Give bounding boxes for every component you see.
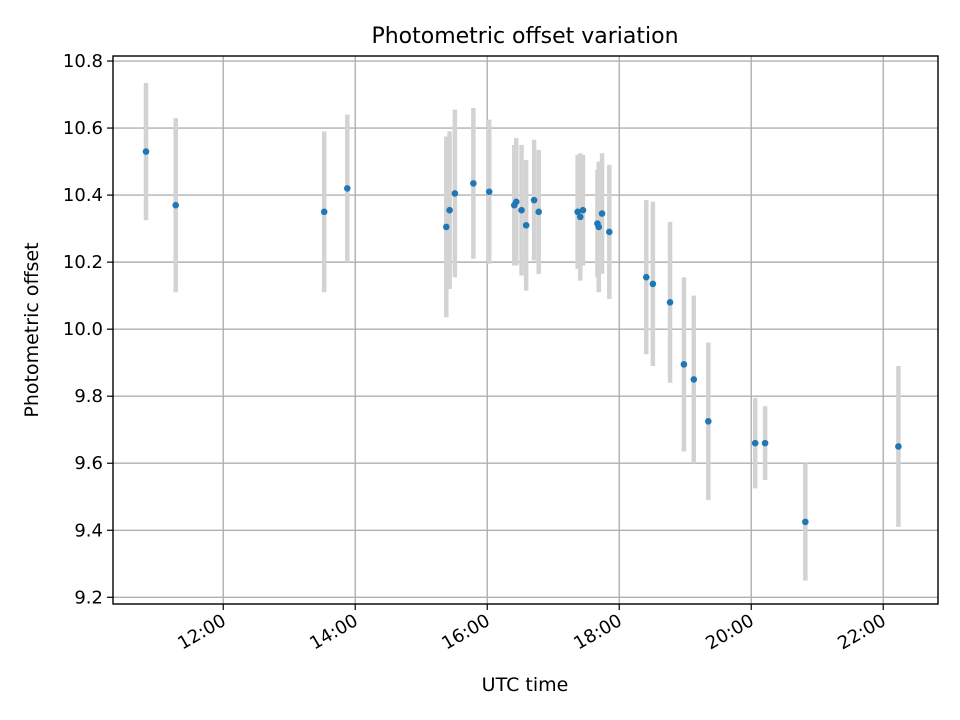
data-point xyxy=(680,361,688,368)
x-tick-label: 20:00 xyxy=(702,610,757,654)
y-axis-label: Photometric offset xyxy=(21,242,43,417)
data-point xyxy=(451,190,459,197)
y-axis: 9.2 9.4 9.6 9.8 10.0 10.2 10.4 10.6 10.8 xyxy=(63,51,113,608)
data-point xyxy=(642,273,650,281)
x-axis: 12:00 14:00 16:00 18:00 20:00 22:00 xyxy=(174,604,890,654)
data-points xyxy=(142,148,902,526)
error-bars xyxy=(143,82,901,581)
x-tick-label: 16:00 xyxy=(438,610,493,654)
data-point xyxy=(579,206,587,214)
data-point xyxy=(576,213,584,221)
data-point xyxy=(320,208,328,216)
data-point xyxy=(530,196,538,204)
data-point xyxy=(518,206,525,214)
data-point xyxy=(802,518,809,526)
y-tick-label: 10.4 xyxy=(63,185,103,206)
data-point xyxy=(895,443,902,450)
data-point xyxy=(172,201,179,209)
y-tick-label: 10.2 xyxy=(63,252,103,273)
data-point xyxy=(649,280,657,288)
x-axis-label: UTC time xyxy=(482,674,569,696)
x-tick-label: 12:00 xyxy=(174,610,229,654)
plot-frame xyxy=(112,55,939,605)
data-point xyxy=(761,439,769,447)
x-tick-label: 22:00 xyxy=(834,610,889,654)
data-point xyxy=(470,180,477,187)
data-point xyxy=(522,221,530,229)
data-point xyxy=(443,223,450,231)
y-tick-label: 9.8 xyxy=(74,386,103,407)
x-tick-label: 18:00 xyxy=(570,610,625,654)
data-point xyxy=(574,208,581,216)
y-tick-label: 9.6 xyxy=(74,453,103,474)
data-point xyxy=(595,223,603,231)
data-point xyxy=(598,210,606,217)
y-tick-label: 10.8 xyxy=(63,51,103,72)
data-point xyxy=(446,206,453,214)
data-point xyxy=(535,208,542,216)
data-point xyxy=(705,418,712,425)
x-tick-label: 14:00 xyxy=(306,610,361,654)
y-tick-label: 9.2 xyxy=(74,587,103,608)
data-point xyxy=(666,299,674,306)
data-point xyxy=(751,439,759,447)
data-point xyxy=(485,188,493,196)
data-point xyxy=(344,185,351,192)
grid xyxy=(113,56,938,604)
data-point xyxy=(142,148,150,155)
data-point xyxy=(606,228,613,236)
data-point xyxy=(512,198,520,206)
y-tick-label: 9.4 xyxy=(74,520,103,541)
y-tick-label: 10.6 xyxy=(63,118,103,139)
y-tick-label: 10.0 xyxy=(63,319,103,340)
data-point xyxy=(690,376,698,383)
chart-title: Photometric offset variation xyxy=(371,24,678,49)
